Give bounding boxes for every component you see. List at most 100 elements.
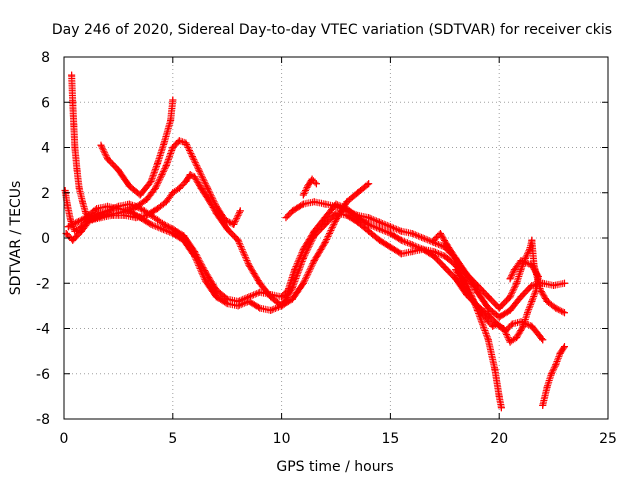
data-point [534,272,542,280]
data-point [354,189,362,197]
data-point [256,288,264,296]
data-point [543,383,551,391]
data-point [473,282,481,290]
marker-track [539,343,568,409]
data-point [63,200,71,208]
data-point [560,279,568,287]
data-point [191,252,199,260]
data-point [560,343,568,351]
data-point [312,180,320,188]
data-point [154,205,162,213]
y-tick-label: 8 [41,50,50,66]
data-point [365,180,373,188]
data-point [169,144,177,151]
data-point [197,184,205,192]
data-point [430,236,438,244]
grid-lines [64,57,608,419]
data-point [500,325,508,332]
data-point [234,302,242,310]
series-track-j [539,343,568,409]
data-point [506,338,514,346]
data-point [212,293,220,301]
data-point [310,198,318,206]
data-point [68,71,76,79]
data-point [160,220,168,228]
data-point [489,322,497,330]
data-point [99,211,107,219]
data-point [506,275,514,283]
data-point [550,282,558,290]
data-point [73,218,81,226]
data-point [169,189,177,197]
data-point [201,277,209,285]
data-point [365,220,373,228]
data-point [93,205,101,213]
data-point [321,220,329,228]
data-point [321,239,329,247]
data-point [71,227,79,235]
x-tick-label: 20 [490,431,508,447]
data-point [513,279,521,287]
data-point [64,223,72,231]
data-point [154,159,162,167]
data-point [484,293,492,301]
data-point [517,266,525,274]
data-point [376,236,384,244]
data-point [267,293,275,301]
data-point [288,207,296,215]
data-point [236,207,244,215]
data-point [528,236,536,244]
data-point [495,313,503,321]
series-track-b [68,71,373,310]
data-point [69,98,77,106]
series-track-e [64,202,505,412]
data-point [114,166,122,174]
y-tick-label: 2 [41,186,50,202]
data-point [386,243,394,251]
data-point [158,171,166,179]
data-point [182,139,190,147]
data-point [143,211,151,219]
data-point [188,153,196,161]
y-tick-label: -8 [36,412,50,428]
data-point [321,214,329,222]
data-point [513,334,521,342]
data-point [471,300,479,308]
data-point [158,225,166,233]
data-point [278,302,286,310]
data-point [519,322,527,330]
data-point [443,241,451,249]
data-point [441,263,449,271]
data-point [310,232,318,240]
data-point [523,309,531,317]
series-track-h [430,229,568,317]
data-point [397,227,405,235]
data-point [212,202,220,210]
data-point [436,229,444,237]
y-tick-label: 4 [41,141,50,157]
data-point [299,191,307,199]
data-point [354,218,362,226]
data-point [478,309,486,317]
data-point [376,225,384,233]
data-point [223,300,231,308]
data-point [528,261,536,269]
data-point [221,216,229,224]
data-point [552,304,560,312]
data-point [154,216,162,224]
data-point [195,166,203,174]
data-point [408,229,416,237]
data-point [452,254,460,262]
data-point [528,297,536,305]
data-point [104,155,112,163]
data-point [397,250,405,258]
data-point [282,214,290,222]
data-point [175,137,183,145]
x-tick-label: 5 [168,431,177,447]
marker-track [61,187,547,344]
data-point [288,295,296,303]
data-point [484,336,492,344]
data-point [182,177,190,185]
data-point [77,227,85,235]
